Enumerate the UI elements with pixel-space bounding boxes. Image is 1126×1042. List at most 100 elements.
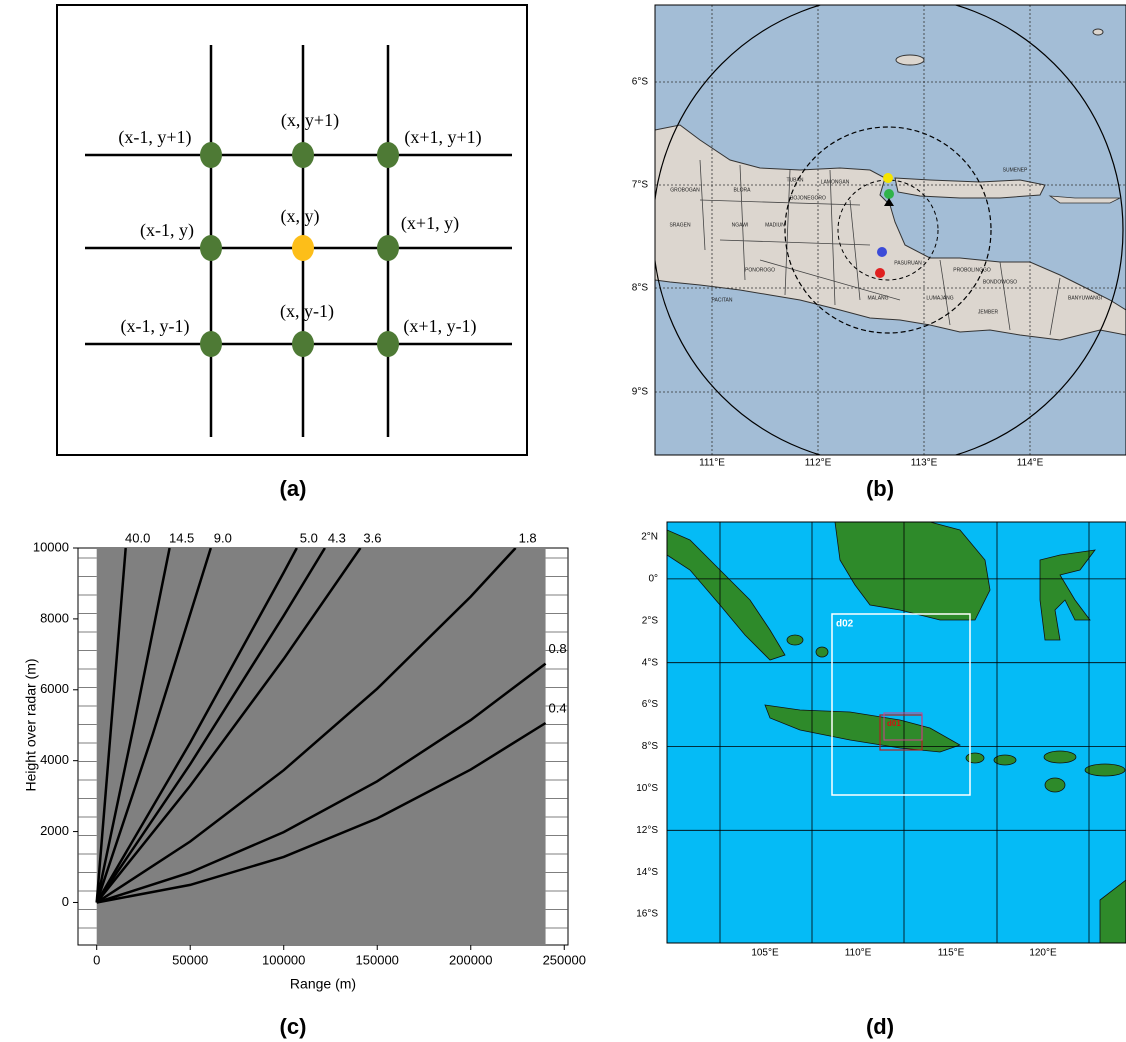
- series-label: 40.0: [125, 530, 150, 545]
- lon-label: 112°E: [805, 458, 832, 469]
- node-label: (x+1, y-1): [403, 316, 476, 337]
- series-label: 1.8: [519, 530, 537, 545]
- island: [966, 753, 984, 763]
- island: [816, 647, 828, 657]
- place-label: PROBOLINGGO: [953, 267, 991, 273]
- grid-node: [200, 331, 222, 357]
- lat-label: 8°S: [642, 741, 659, 752]
- shaded-region: [97, 548, 546, 945]
- caption: (c): [280, 1014, 307, 1039]
- series-label: 5.0: [300, 530, 318, 545]
- node-label: (x+1, y): [401, 213, 459, 234]
- place-label: BANYUWANGI: [1068, 295, 1102, 301]
- panel-c: Height over radar (m) Range (m) 0 50000 10…: [23, 530, 586, 991]
- place-label: MADIUN: [765, 222, 785, 228]
- domain-label: d01: [887, 719, 901, 728]
- station-marker: [883, 173, 893, 183]
- series-label: 0.8: [549, 641, 567, 656]
- node-label: (x-1, y+1): [118, 127, 191, 148]
- series-label: 0.4: [549, 700, 567, 715]
- grid-node: [377, 331, 399, 357]
- node-label: (x+1, y+1): [404, 127, 481, 148]
- series-label: 3.6: [363, 530, 381, 545]
- y-tick-label: 4000: [40, 752, 69, 767]
- x-tick-label: 100000: [262, 952, 305, 967]
- y-tick-label: 10000: [33, 539, 69, 554]
- place-label: BONDOWOSO: [983, 279, 1017, 285]
- place-label: LAMONGAN: [821, 179, 850, 185]
- node-label: (x, y+1): [281, 110, 339, 131]
- island: [1085, 764, 1125, 776]
- series-label: 9.0: [214, 530, 232, 545]
- y-tick-label: 0: [62, 894, 69, 909]
- x-tick-label: 0: [93, 952, 100, 967]
- lat-label: 2°N: [641, 532, 658, 543]
- node-label: (x, y-1): [280, 301, 334, 322]
- lon-label: 113°E: [911, 458, 938, 469]
- place-label: SRAGEN: [669, 222, 691, 228]
- lon-label: 114°E: [1017, 458, 1044, 469]
- grid-node: [377, 142, 399, 168]
- y-tick-label: 8000: [40, 610, 69, 625]
- lon-label: 120°E: [1029, 948, 1057, 959]
- lat-label: 7°S: [632, 180, 649, 191]
- lat-label: 6°S: [632, 77, 649, 88]
- lat-label: 16°S: [636, 909, 658, 920]
- place-label: NGAWI: [732, 222, 749, 228]
- lat-label: 14°S: [636, 867, 658, 878]
- grid-node: [377, 235, 399, 261]
- island: [1044, 751, 1076, 763]
- caption: (d): [866, 1014, 894, 1039]
- place-label: JEMBER: [978, 309, 999, 315]
- grid-node: [200, 142, 222, 168]
- grid-node: [292, 235, 314, 261]
- lon-label: 115°E: [938, 948, 965, 959]
- x-axis-label: Range (m): [290, 976, 356, 992]
- y-tick-label: 2000: [40, 823, 69, 838]
- place-label: TUBAN: [787, 177, 804, 183]
- lat-label: 9°S: [632, 387, 649, 398]
- node-label: (x-1, y-1): [121, 316, 190, 337]
- figure: (x-1, y+1) (x, y+1) (x+1, y+1) (x-1, y) (x, …: [0, 0, 1126, 1042]
- node-label: (x-1, y): [140, 220, 194, 241]
- station-marker: [877, 247, 887, 257]
- grid-node: [292, 142, 314, 168]
- x-tick-label: 250000: [543, 952, 586, 967]
- lat-label: 0°: [648, 574, 658, 585]
- grid-node: [292, 331, 314, 357]
- place-label: PACITAN: [712, 297, 733, 303]
- place-label: BLORA: [734, 187, 752, 193]
- lat-label: 2°S: [642, 615, 659, 626]
- x-tick-label: 50000: [172, 952, 208, 967]
- place-label: LUMAJANG: [926, 295, 953, 301]
- domain-label: d02: [836, 619, 854, 630]
- grid-node: [200, 235, 222, 261]
- series-label: 14.5: [169, 530, 194, 545]
- caption: (b): [866, 476, 894, 501]
- panel-d-map: [667, 522, 1126, 943]
- page: { "captions": ["(a)", "(b)", "(c)", "(d)…: [0, 0, 1126, 1042]
- lat-label: 6°S: [642, 699, 659, 710]
- place-label: PASURUAN: [894, 260, 922, 266]
- series-label: 4.3: [328, 530, 346, 545]
- x-tick-label: 200000: [449, 952, 492, 967]
- island: [787, 635, 803, 645]
- lat-label: 4°S: [642, 657, 659, 668]
- place-label: SUMENEP: [1003, 167, 1028, 173]
- place-label: MALANG: [867, 295, 888, 301]
- place-label: GROBOGAN: [670, 187, 700, 193]
- lon-label: 110°E: [845, 948, 872, 959]
- y-tick-label: 6000: [40, 681, 69, 696]
- lat-label: 12°S: [636, 825, 658, 836]
- island: [1093, 29, 1103, 35]
- station-marker: [884, 189, 894, 199]
- lon-label: 105°E: [751, 948, 779, 959]
- island: [896, 55, 924, 65]
- lat-label: 8°S: [632, 283, 649, 294]
- station-marker: [875, 268, 885, 278]
- x-tick-label: 150000: [356, 952, 399, 967]
- node-label: (x, y): [281, 206, 320, 227]
- place-label: PONOROGO: [745, 267, 775, 273]
- lat-label: 10°S: [636, 783, 658, 794]
- y-axis-label: Height over radar (m): [23, 658, 39, 791]
